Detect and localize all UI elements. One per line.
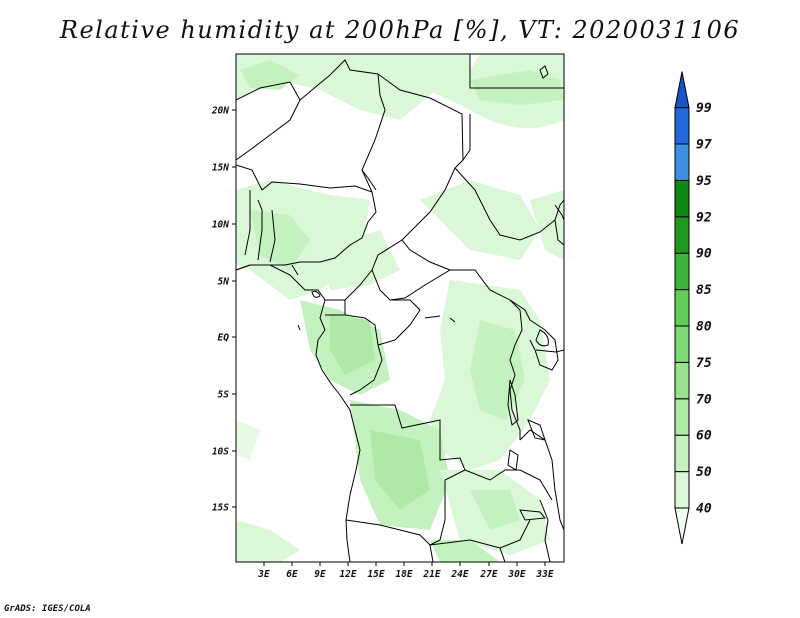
lon-tick-label: 9E	[314, 569, 326, 580]
lon-tick-label: 33E	[535, 569, 553, 580]
map-frame	[235, 53, 565, 563]
colorbar-label: 97	[696, 138, 712, 153]
lon-tick-label: 12E	[339, 569, 356, 580]
lon-tick-label: 3E	[257, 569, 270, 580]
colorbar-segment	[674, 252, 690, 291]
colorbar-segment	[674, 289, 690, 327]
lon-tick-label: 24E	[450, 569, 468, 580]
colorbar-label: 80	[696, 320, 712, 335]
colorbar-segment	[674, 361, 690, 400]
colorbar-label: 60	[696, 429, 712, 444]
lon-tick-label: 27E	[479, 569, 497, 580]
lat-tick-label: 10N	[212, 220, 229, 231]
colorbar-segment	[674, 179, 690, 218]
colorbar-label: 70	[696, 392, 712, 407]
colorbar-label: 92	[696, 210, 712, 225]
colorbar-segment	[674, 398, 690, 436]
lat-tick-label: 15N	[212, 163, 229, 174]
country-borders	[236, 54, 564, 562]
lon-tick-label: 30E	[507, 569, 525, 580]
colorbar-segment	[674, 325, 690, 363]
lat-tick-label: 5N	[218, 277, 230, 288]
colorbar-segment	[674, 434, 690, 473]
colorbar-segment	[674, 143, 690, 181]
longitude-axis: 3E 6E 9E 12E 15E 18E 21E 24E 27E 30E 33E	[257, 562, 554, 580]
lat-tick-label: 5S	[218, 390, 230, 401]
lat-tick-label: 15S	[212, 503, 229, 514]
colorbar-label: 40	[696, 502, 712, 517]
colorbar-label: 95	[696, 174, 712, 189]
lakes	[297, 65, 549, 521]
lon-tick-label: 15E	[367, 569, 384, 580]
colorbar-segment	[674, 216, 690, 254]
lat-tick-label: 20N	[211, 106, 229, 117]
colorbar-upper-arrow	[674, 71, 690, 109]
grads-credit: GrADS: IGES/COLA	[4, 604, 91, 614]
colorbar-label: 50	[696, 465, 712, 480]
colorbar-segment	[674, 471, 690, 509]
lat-tick-label: 10S	[212, 447, 229, 458]
chart-title: Relative humidity at 200hPa [%], VT: 202…	[59, 16, 741, 44]
lat-tick-label: EQ	[218, 333, 230, 344]
colorbar-label: 85	[696, 283, 712, 298]
colorbar-label: 75	[696, 356, 712, 371]
humidity-shading	[236, 54, 564, 562]
colorbar-label: 90	[696, 247, 712, 262]
colorbar: 40 50 60 70 75 80 85 90 92 95 97 99	[674, 71, 712, 545]
colorbar-segment	[674, 107, 690, 145]
colorbar-lower-arrow	[674, 507, 690, 545]
lon-tick-label: 6E	[286, 569, 298, 580]
latitude-axis: 20N 15N 10N 5N EQ 5S 10S 15S	[211, 106, 236, 514]
colorbar-label: 99	[696, 101, 712, 116]
lon-tick-label: 18E	[395, 569, 412, 580]
lon-tick-label: 21E	[422, 569, 440, 580]
